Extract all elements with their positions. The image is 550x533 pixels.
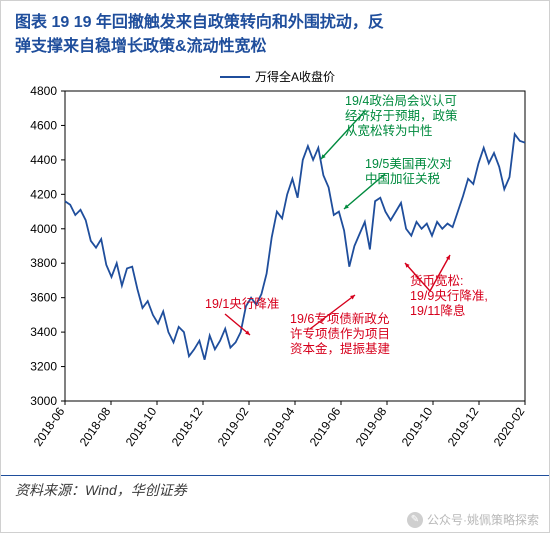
svg-text:中国加征关税: 中国加征关税 xyxy=(365,171,441,186)
svg-text:2019-08: 2019-08 xyxy=(353,404,390,448)
svg-text:经济好于预期，政策: 经济好于预期，政策 xyxy=(345,108,458,123)
title-line-1: 图表 19 19 年回撤触发来自政策转向和外围扰动，反 xyxy=(15,14,384,31)
svg-text:许专项债作为项目: 许专项债作为项目 xyxy=(290,326,390,341)
svg-text:万得全A收盘价: 万得全A收盘价 xyxy=(255,69,335,84)
svg-text:3600: 3600 xyxy=(30,291,57,305)
svg-text:2018-06: 2018-06 xyxy=(31,404,68,448)
svg-text:2018-08: 2018-08 xyxy=(77,404,114,448)
footer-account: 公众号·姚佩策略探索 xyxy=(427,511,539,528)
svg-text:4400: 4400 xyxy=(30,153,57,167)
chart-area: 3000 3200 3400 3600 3800 4000 4200 4400 4600 4800… xyxy=(15,63,535,473)
svg-text:4000: 4000 xyxy=(30,222,57,236)
svg-text:19/9央行降准,: 19/9央行降准, xyxy=(410,289,488,303)
svg-text:从宽松转为中性: 从宽松转为中性 xyxy=(345,123,433,138)
svg-text:2019-02: 2019-02 xyxy=(215,404,252,448)
svg-text:货币宽松:: 货币宽松: xyxy=(410,273,463,288)
svg-text:3800: 3800 xyxy=(30,256,57,270)
svg-text:19/6专项债新政允: 19/6专项债新政允 xyxy=(290,311,390,326)
footer: ✎ 公众号·姚佩策略探索 xyxy=(407,511,539,528)
svg-text:2019-06: 2019-06 xyxy=(307,404,344,448)
svg-text:4600: 4600 xyxy=(30,118,57,132)
svg-text:19/11降息: 19/11降息 xyxy=(410,303,465,318)
title-line-2: 弹支撑来自稳增长政策&流动性宽松 xyxy=(15,38,267,55)
svg-text:3400: 3400 xyxy=(30,325,57,339)
svg-text:资本金，提振基建: 资本金，提振基建 xyxy=(290,341,391,356)
svg-text:19/5美国再次对: 19/5美国再次对 xyxy=(365,157,452,171)
figure-container: 图表 19 19 年回撤触发来自政策转向和外围扰动，反 弹支撑来自稳增长政策&流… xyxy=(0,0,550,533)
chart-title: 图表 19 19 年回撤触发来自政策转向和外围扰动，反 弹支撑来自稳增长政策&流… xyxy=(1,1,549,63)
svg-text:2018-10: 2018-10 xyxy=(123,404,160,448)
svg-text:3200: 3200 xyxy=(30,360,57,374)
source-text: 资料来源：Wind，华创证券 xyxy=(1,475,549,500)
svg-text:4800: 4800 xyxy=(30,84,57,98)
svg-text:4200: 4200 xyxy=(30,187,57,201)
wechat-icon: ✎ xyxy=(407,512,423,528)
svg-text:2020-02: 2020-02 xyxy=(491,404,528,448)
svg-text:19/4政治局会议认可: 19/4政治局会议认可 xyxy=(345,94,457,108)
svg-text:3000: 3000 xyxy=(30,394,57,408)
svg-text:2019-12: 2019-12 xyxy=(445,404,482,448)
line-chart: 3000 3200 3400 3600 3800 4000 4200 4400 4600 4800… xyxy=(15,63,535,473)
svg-text:2019-10: 2019-10 xyxy=(399,404,436,448)
svg-text:2019-04: 2019-04 xyxy=(261,404,298,448)
svg-text:2018-12: 2018-12 xyxy=(169,404,206,448)
svg-text:19/1央行降准: 19/1央行降准 xyxy=(205,297,279,311)
